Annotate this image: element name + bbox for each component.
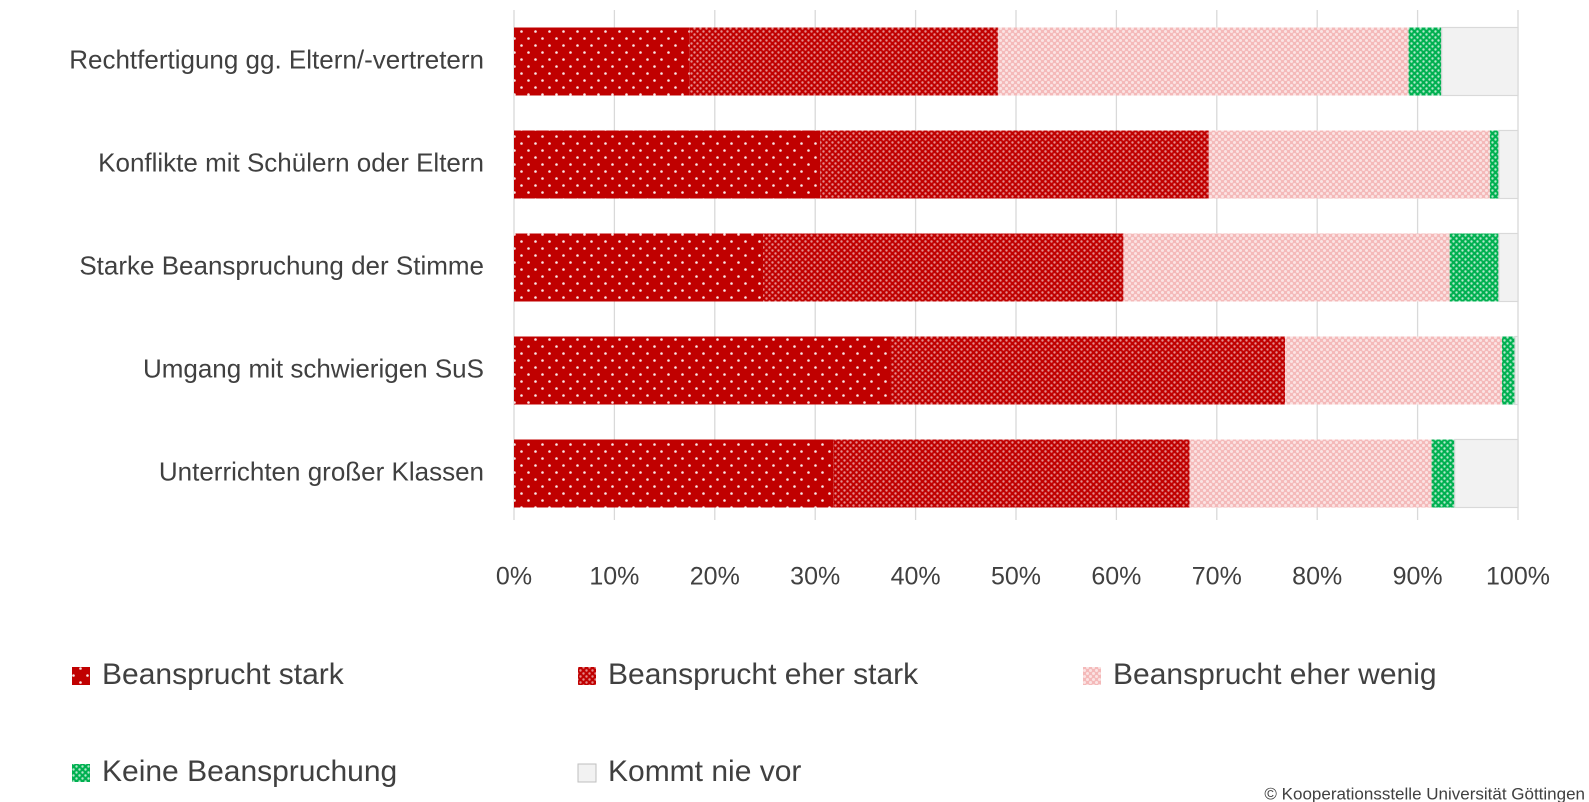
bar-segment: [1498, 232, 1519, 303]
x-tick-label: 20%: [690, 563, 740, 591]
legend-item: Beansprucht eher wenig: [1083, 658, 1437, 691]
bar-segment: [1454, 438, 1519, 509]
legend-label: Beansprucht eher stark: [608, 658, 919, 691]
x-tick-label: 40%: [891, 563, 941, 591]
x-tick-label: 90%: [1393, 563, 1443, 591]
bar-segment: [514, 130, 821, 199]
bar-segment: [1501, 336, 1515, 405]
bar-segment: [1498, 129, 1519, 200]
x-tick-label: 70%: [1192, 563, 1242, 591]
bar-segment: [1189, 439, 1432, 508]
bar-segment: [762, 233, 1124, 302]
legend-label: Beansprucht eher wenig: [1113, 658, 1437, 691]
x-tick-label: 10%: [589, 563, 639, 591]
bar-segment: [514, 439, 834, 508]
bar-segment: [1431, 439, 1455, 508]
bar-segment: [1408, 27, 1442, 96]
bar-segment: [689, 27, 998, 96]
y-tick-label: Unterrichten großer Klassen: [159, 456, 484, 486]
legend-item: Beansprucht eher stark: [578, 658, 919, 691]
x-tick-label: 100%: [1486, 563, 1550, 591]
bar-segment: [514, 27, 690, 96]
legend-item: Kommt nie vor: [577, 755, 801, 788]
x-tick-label: 60%: [1091, 563, 1141, 591]
legend-swatch: [1083, 667, 1101, 685]
legend-label: Keine Beanspruchung: [102, 755, 397, 788]
bar-segment: [1441, 26, 1519, 97]
legend-swatch: [578, 667, 596, 685]
bar-segment: [1514, 335, 1519, 406]
bar-segment: [820, 130, 1209, 199]
bar-segment: [997, 27, 1409, 96]
bar-segment: [1489, 130, 1499, 199]
legend-label: Kommt nie vor: [608, 755, 801, 788]
x-tick-label: 0%: [496, 563, 532, 591]
bar-segment: [1123, 233, 1450, 302]
x-tick-label: 80%: [1292, 563, 1342, 591]
legend-swatch: [72, 667, 90, 685]
x-tick-label: 30%: [790, 563, 840, 591]
y-tick-label: Konflikte mit Schülern oder Eltern: [98, 147, 484, 177]
legend-label: Beansprucht stark: [102, 658, 345, 691]
y-tick-label: Umgang mit schwierigen SuS: [143, 353, 484, 383]
bar-segment: [514, 336, 891, 405]
bar-segment: [1449, 233, 1499, 302]
bar-segment: [1208, 130, 1490, 199]
bar-segment: [833, 439, 1190, 508]
y-tick-label: Rechtfertigung gg. Eltern/-vertretern: [69, 44, 484, 74]
bar-segment: [514, 233, 763, 302]
source: © Kooperationsstelle Universität Götting…: [1264, 784, 1585, 802]
legend-item: Beansprucht stark: [72, 658, 345, 691]
bar-segment: [890, 336, 1286, 405]
legend-swatch: [577, 763, 597, 783]
y-tick-label: Starke Beanspruchung der Stimme: [79, 250, 484, 280]
legend-item: Keine Beanspruchung: [72, 755, 397, 788]
x-tick-label: 50%: [991, 563, 1041, 591]
bar-segment: [1285, 336, 1502, 405]
legend-swatch: [72, 764, 90, 782]
